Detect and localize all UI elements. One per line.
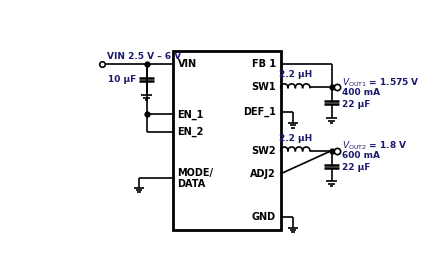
Bar	[173, 51, 281, 230]
Text: MODE/
DATA: MODE/ DATA	[177, 167, 213, 189]
Text: 2.2 μH: 2.2 μH	[279, 71, 312, 80]
Text: $V_{\mathsf{OUT1}}$ = 1.575 V: $V_{\mathsf{OUT1}}$ = 1.575 V	[342, 77, 420, 89]
Text: 2.2 μH: 2.2 μH	[279, 134, 312, 143]
Text: $V_{\mathsf{OUT2}}$ = 1.8 V: $V_{\mathsf{OUT2}}$ = 1.8 V	[342, 140, 408, 152]
Text: SW1: SW1	[251, 83, 276, 92]
Text: GND: GND	[252, 212, 276, 222]
Text: EN_1: EN_1	[177, 109, 204, 120]
Text: ADJ2: ADJ2	[250, 169, 276, 179]
Text: 10 μF: 10 μF	[109, 75, 137, 84]
Text: 400 mA: 400 mA	[342, 88, 381, 97]
Text: 22 μF: 22 μF	[342, 163, 370, 172]
Text: FB 1: FB 1	[252, 59, 276, 69]
Text: EN_2: EN_2	[177, 127, 204, 137]
Text: 600 mA: 600 mA	[342, 151, 380, 160]
Text: VIN 2.5 V – 6 V: VIN 2.5 V – 6 V	[107, 52, 181, 61]
Text: VIN: VIN	[177, 59, 197, 69]
Text: 22 μF: 22 μF	[342, 100, 370, 109]
Text: SW2: SW2	[251, 146, 276, 156]
Text: DEF_1: DEF_1	[243, 107, 276, 117]
